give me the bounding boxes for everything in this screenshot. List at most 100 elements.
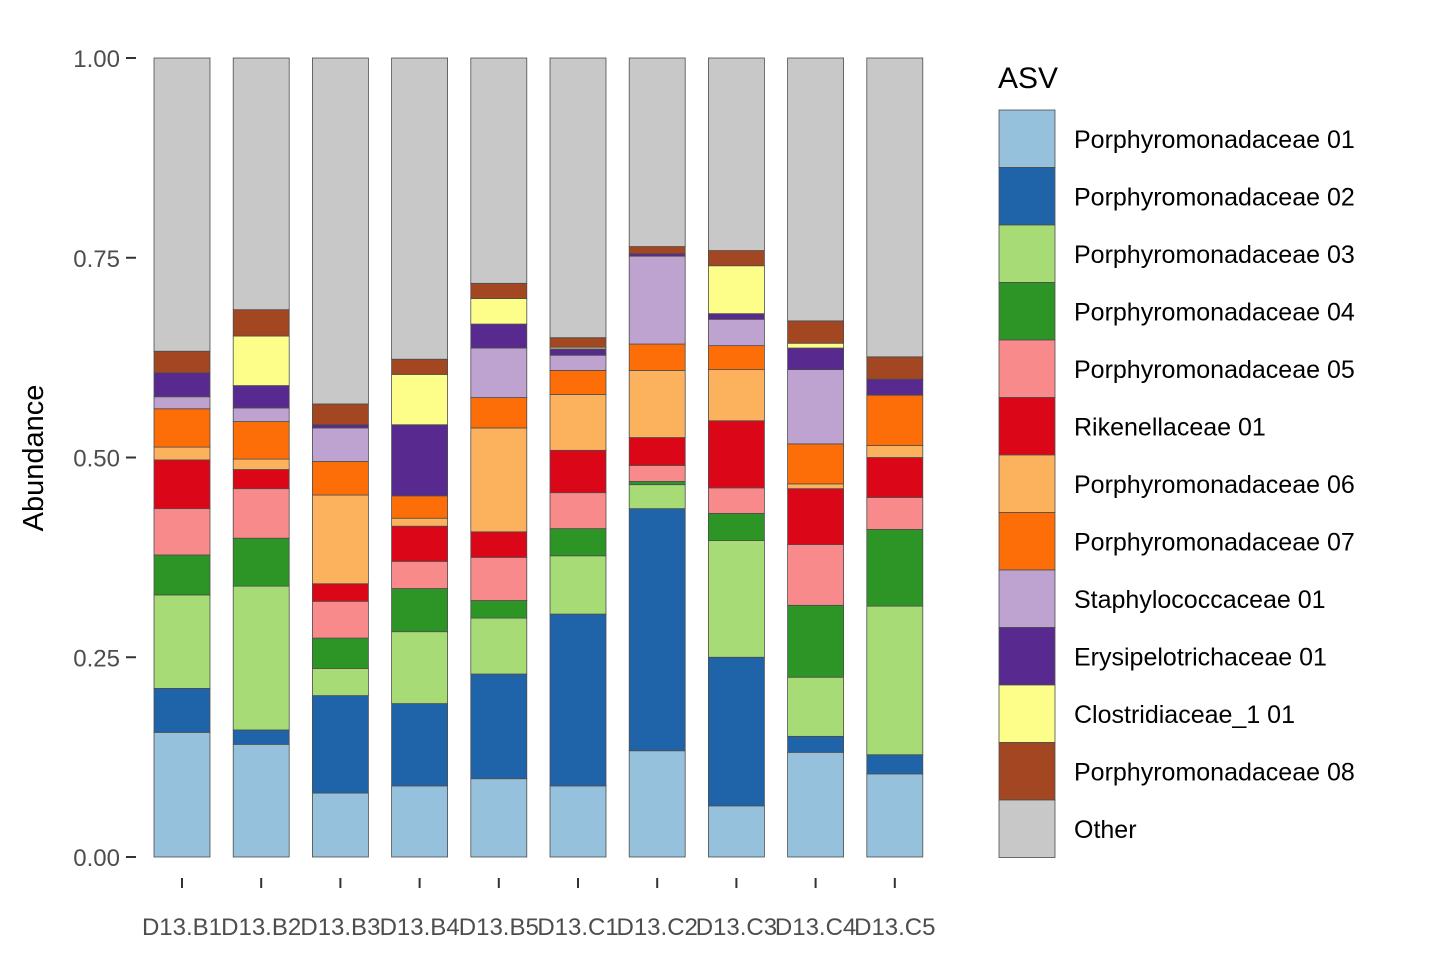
bar-segment xyxy=(232,309,290,337)
legend-label: Porphyromonadaceae 07 xyxy=(1074,528,1355,556)
bar-segment xyxy=(311,424,369,429)
bar-segment xyxy=(311,427,369,462)
bar-segment xyxy=(628,508,686,752)
bar-segment xyxy=(708,345,765,371)
bar-segment xyxy=(787,488,844,545)
bar-segment xyxy=(549,449,607,494)
bar-segment xyxy=(628,343,686,371)
bar-segment xyxy=(866,773,924,858)
bar-segment xyxy=(787,604,844,678)
bar-segment xyxy=(470,617,528,675)
bar-segment xyxy=(391,785,449,858)
bar-segment xyxy=(708,57,765,251)
bar-segment xyxy=(311,461,369,496)
bar-segment xyxy=(232,537,290,587)
bar-segment xyxy=(708,656,765,807)
legend-label: Porphyromonadaceae 02 xyxy=(1074,183,1355,211)
bar-segment xyxy=(866,378,924,396)
bar-segment xyxy=(787,342,844,349)
bar-segment xyxy=(311,57,369,405)
legend-label: Porphyromonadaceae 06 xyxy=(1074,471,1355,499)
bar-segment xyxy=(628,370,686,438)
bar-segment xyxy=(232,585,290,731)
bar-segment xyxy=(153,688,211,733)
bar-segment xyxy=(391,424,449,497)
bar-segment xyxy=(232,729,290,745)
bar-segment xyxy=(628,57,686,247)
bar-segment xyxy=(470,347,528,398)
legend-key xyxy=(998,742,1056,801)
bar-segment xyxy=(866,529,924,607)
legend-key xyxy=(998,512,1056,571)
bar-segment xyxy=(866,57,924,358)
bar-segment xyxy=(787,483,844,490)
bar-segment xyxy=(311,403,369,426)
legend-key xyxy=(998,569,1056,628)
bar-segment xyxy=(153,459,211,510)
bar-segment xyxy=(787,369,844,445)
bar-segment xyxy=(311,668,369,697)
bar-segment xyxy=(470,298,528,325)
bar-segment xyxy=(153,57,211,352)
legend-label: Porphyromonadaceae 08 xyxy=(1074,758,1355,786)
bar-segment xyxy=(787,676,844,737)
legend-label: Porphyromonadaceae 01 xyxy=(1074,126,1355,154)
bar-segment xyxy=(708,805,765,858)
bar-segment xyxy=(787,320,844,344)
y-tick-label: 0.75 xyxy=(73,246,120,273)
y-axis: 0.00 0.25 0.50 0.75 1.00 xyxy=(73,46,136,872)
bar-segment xyxy=(311,637,369,669)
bar-segment xyxy=(153,594,211,689)
bar-segment xyxy=(391,525,449,562)
y-tick-label: 0.00 xyxy=(73,845,120,872)
legend-key xyxy=(998,397,1056,456)
bar-segment xyxy=(232,458,290,470)
bar-segment xyxy=(708,318,765,347)
bar-segment xyxy=(866,497,924,530)
plot-area xyxy=(153,57,924,858)
bar-segment xyxy=(787,57,844,322)
bar-segment xyxy=(232,385,290,409)
legend-label: Erysipelotrichaceae 01 xyxy=(1074,643,1327,671)
bar-segment xyxy=(391,57,449,360)
x-tick-label: D13.C2 xyxy=(617,914,698,941)
bar-segment xyxy=(866,394,924,446)
bar-segment xyxy=(391,631,449,704)
x-tick-label: D13.B2 xyxy=(221,914,301,941)
bar-segment xyxy=(391,517,449,527)
bar-segment xyxy=(866,457,924,498)
bar-segment xyxy=(391,703,449,787)
y-tick-label: 0.25 xyxy=(73,645,120,672)
x-tick-label: D13.B1 xyxy=(142,914,222,941)
legend-key xyxy=(998,282,1056,341)
bar-segment xyxy=(153,446,211,461)
legend-key xyxy=(998,167,1056,226)
legend-label: Other xyxy=(1074,816,1137,844)
x-tick-label: D13.C4 xyxy=(775,914,856,941)
bar-segment xyxy=(153,372,211,398)
bar-segment xyxy=(628,255,686,345)
bar-segment xyxy=(391,358,449,375)
bar-segment xyxy=(153,408,211,448)
bar-segment xyxy=(232,421,290,460)
bar-segment xyxy=(628,481,686,486)
bar-segment xyxy=(708,265,765,315)
bar-segment xyxy=(549,337,607,348)
bar-segment xyxy=(549,492,607,530)
x-axis: D13.B1 D13.B2 D13.B3 D13.B4 D13.B5D13.C1D13.… xyxy=(142,878,935,941)
bar-segment xyxy=(470,556,528,601)
bar-segment xyxy=(232,407,290,422)
bar-segment xyxy=(153,350,211,374)
bar-segment xyxy=(153,554,211,596)
bar-segment xyxy=(708,513,765,541)
bar-segment xyxy=(311,792,369,858)
bar-segment xyxy=(311,494,369,585)
bar-segment xyxy=(708,313,765,320)
legend-key xyxy=(998,339,1056,398)
bar-segment xyxy=(787,751,844,858)
bar-segment xyxy=(470,778,528,858)
bar-segment xyxy=(787,544,844,606)
bar-segment xyxy=(470,397,528,429)
bar-segment xyxy=(549,555,607,615)
